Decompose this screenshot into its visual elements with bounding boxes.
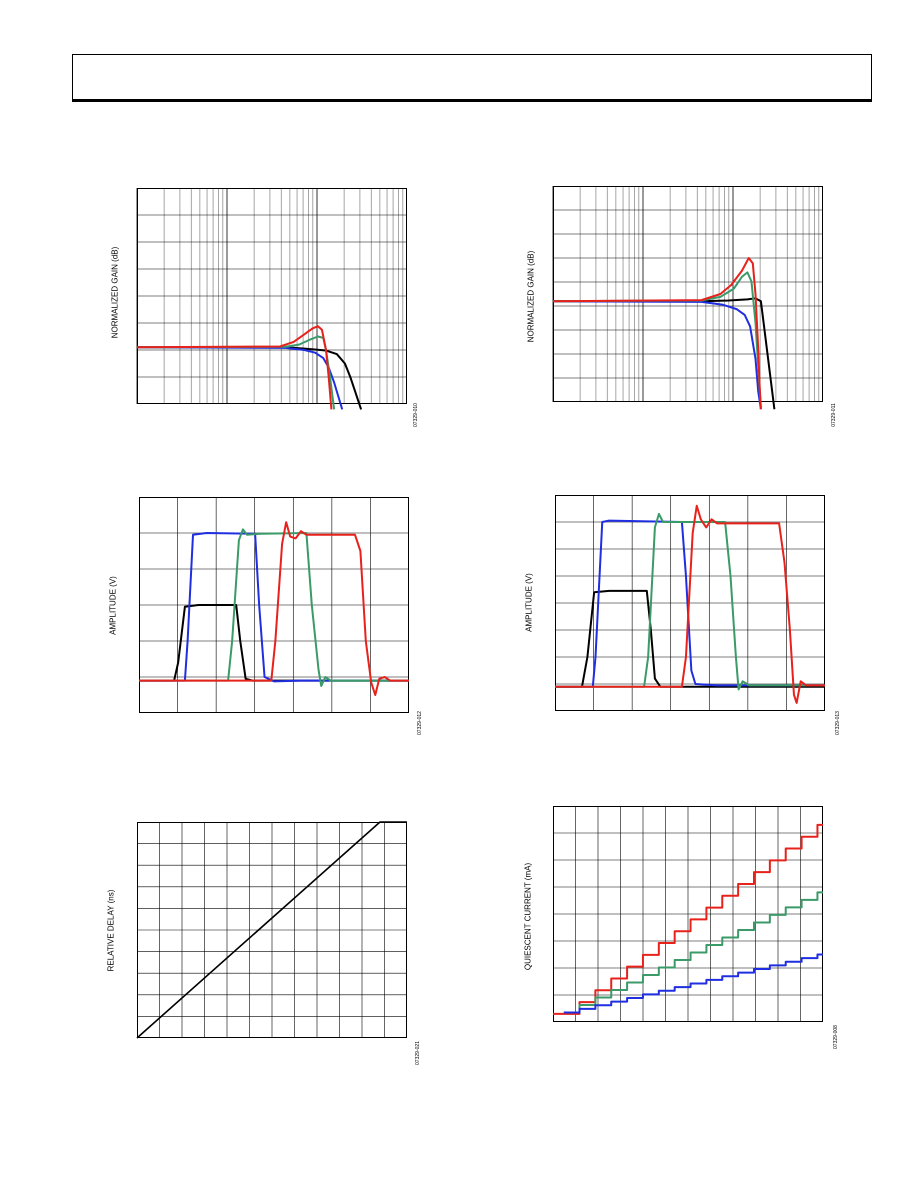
chart-2-ylabel: NORMALIZED GAIN (dB) [526, 250, 536, 343]
chart-6-figure-id: 07329-008 [833, 1025, 839, 1049]
chart-5-figure-id: 07329-021 [415, 1041, 421, 1065]
series-line-blue [555, 519, 825, 688]
plot-frame [553, 806, 823, 1022]
series-line-red [553, 823, 823, 1015]
plot-frame [553, 186, 823, 402]
series-line-red [552, 257, 762, 410]
chart-grid [555, 495, 825, 711]
series-line-red [136, 325, 333, 410]
series-line-red [139, 521, 409, 696]
chart-4-amplitude [555, 495, 825, 711]
chart-1-figure-id: 07329-010 [413, 403, 419, 427]
chart-4-figure-id: 07329-013 [835, 711, 841, 735]
chart-3-amplitude [139, 497, 409, 713]
chart-6-ylabel: QUIESCENT CURRENT (mA) [523, 862, 533, 971]
series-line-green [555, 512, 825, 691]
page-header-box [72, 54, 872, 102]
plot-frame [555, 495, 825, 711]
chart-2-normalized-gain [552, 186, 823, 410]
chart-3-ylabel: AMPLITUDE (V) [108, 576, 118, 635]
chart-3-figure-id: 07329-012 [417, 711, 423, 735]
chart-grid [137, 822, 407, 1038]
series-line-green [552, 271, 762, 410]
chart-6-quiescent-current [553, 806, 823, 1022]
series-line-black [136, 821, 408, 1039]
series-line-blue [136, 346, 344, 410]
chart-grid [136, 188, 407, 404]
plot-frame [137, 822, 407, 1038]
chart-5-relative-delay [136, 821, 408, 1039]
chart-1-normalized-gain [136, 188, 407, 410]
chart-4-ylabel: AMPLITUDE (V) [524, 573, 534, 632]
plot-frame [137, 188, 407, 404]
series-line-red [555, 504, 825, 704]
chart-5-ylabel: RELATIVE DELAY (ns) [106, 889, 116, 972]
series-line-green [563, 891, 823, 1014]
series-line-black [555, 589, 825, 688]
series-line-blue [563, 953, 823, 1014]
plot-frame [139, 497, 409, 713]
chart-1-ylabel: NORMALIZED GAIN (dB) [110, 246, 120, 339]
series-line-blue [552, 300, 762, 410]
chart-grid [552, 186, 823, 402]
chart-2-figure-id: 07329-011 [831, 403, 837, 427]
